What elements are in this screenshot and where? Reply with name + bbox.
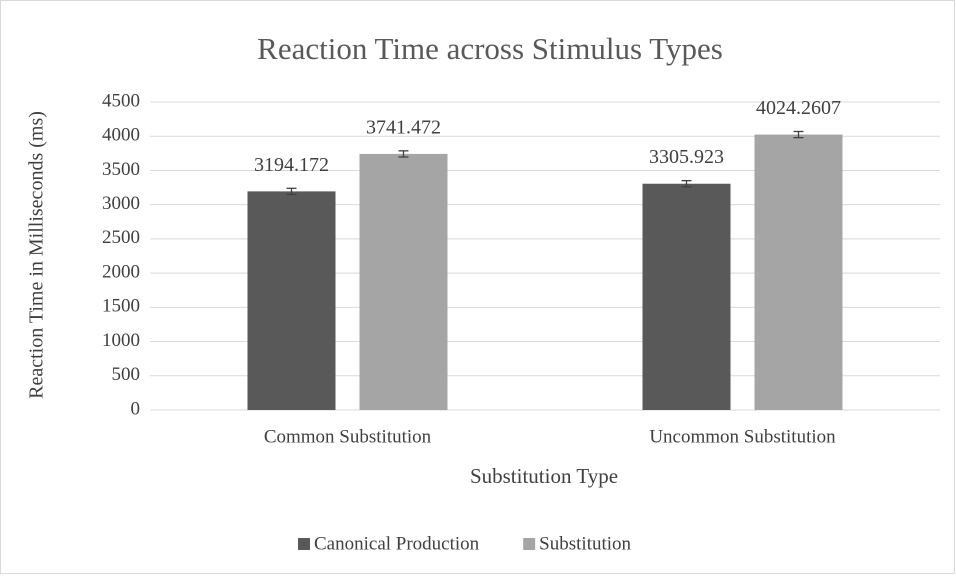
data-label: 3305.923 (649, 146, 724, 168)
bar (754, 134, 843, 410)
legend-label: Canonical Production (314, 533, 480, 554)
y-tick-label: 2500 (102, 227, 140, 248)
data-label: 4024.2607 (756, 97, 841, 119)
data-label: 3194.172 (254, 154, 329, 176)
legend-label: Substitution (539, 533, 631, 554)
y-tick-label: 4500 (102, 90, 140, 111)
y-tick-label: 2000 (102, 261, 140, 282)
legend-swatch (298, 538, 310, 550)
y-axis-label: Reaction Time in Milliseconds (ms) (26, 111, 48, 399)
y-tick-label: 3000 (102, 193, 140, 214)
bar (359, 153, 448, 410)
y-tick-label: 4000 (102, 125, 140, 146)
x-tick-label: Common Substitution (264, 426, 432, 447)
x-tick-label: Uncommon Substitution (649, 426, 836, 447)
y-tick-label: 500 (112, 364, 141, 385)
y-tick-label: 3500 (102, 159, 140, 180)
data-label: 3741.472 (366, 116, 441, 138)
y-tick-label: 1500 (102, 296, 140, 317)
bar (247, 191, 336, 410)
y-tick-label: 1000 (102, 330, 140, 351)
legend-swatch (523, 538, 536, 550)
x-axis-label: Substitution Type (470, 464, 618, 488)
bar (642, 183, 731, 410)
chart-title: Reaction Time across Stimulus Types (257, 31, 723, 66)
y-tick-label: 0 (131, 398, 141, 419)
